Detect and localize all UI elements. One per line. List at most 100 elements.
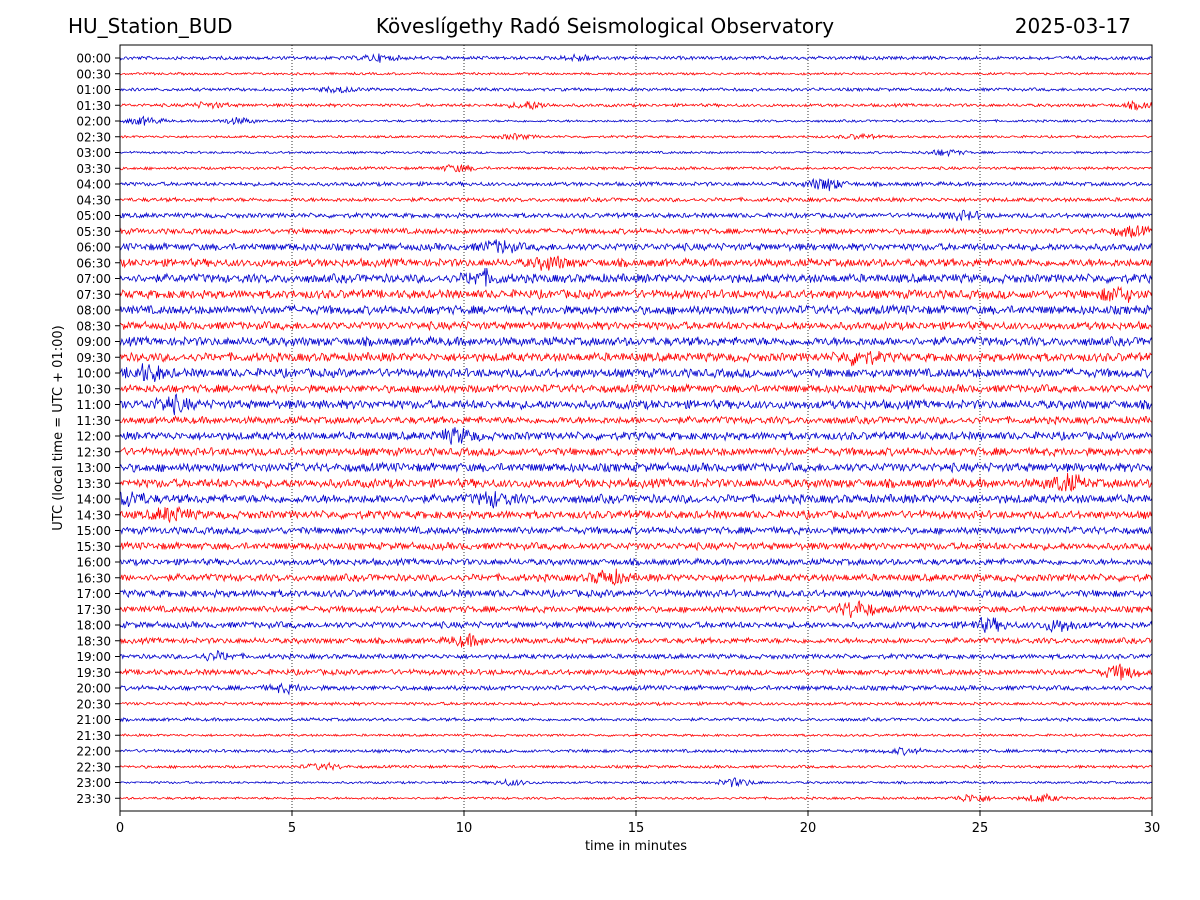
y-tick-label: 03:30 [76, 162, 111, 176]
trace-0830 [119, 320, 1153, 332]
y-tick-label: 18:00 [76, 619, 111, 633]
y-tick-label: 15:00 [76, 524, 111, 538]
y-tick-label: 00:30 [76, 67, 111, 81]
trace-0630 [119, 255, 1153, 271]
trace-2130 [119, 732, 1153, 738]
trace-1800 [119, 616, 1153, 633]
trace-1930 [119, 663, 1153, 681]
y-tick-label: 13:00 [76, 461, 111, 475]
y-tick-label: 10:00 [76, 367, 111, 381]
trace-0800 [119, 303, 1153, 317]
trace-1500 [119, 525, 1153, 536]
y-tick-label: 19:30 [76, 666, 111, 680]
y-tick-label: 23:00 [76, 776, 111, 790]
trace-0600 [119, 239, 1153, 255]
trace-0100 [119, 85, 1153, 94]
x-axis-label: time in minutes [585, 839, 687, 854]
trace-1300 [119, 461, 1153, 474]
x-tick-label: 30 [1144, 821, 1161, 836]
y-tick-label: 05:30 [76, 225, 111, 239]
x-tick-label: 20 [800, 821, 817, 836]
trace-0230 [119, 132, 1153, 141]
trace-2200 [119, 746, 1153, 757]
trace-1400 [119, 491, 1153, 509]
chart-date: 2025-03-17 [1014, 14, 1131, 38]
seismic-traces [119, 53, 1153, 803]
trace-2100 [119, 716, 1153, 723]
trace-0530 [119, 225, 1153, 239]
trace-1730 [119, 600, 1153, 618]
y-tick-label: 08:30 [76, 319, 111, 333]
y-tick-label: 01:00 [76, 83, 111, 97]
trace-1700 [119, 588, 1153, 599]
y-tick-label: 08:00 [76, 304, 111, 318]
trace-1630 [119, 568, 1153, 586]
trace-1000 [119, 363, 1153, 382]
y-tick-label: 22:30 [76, 760, 111, 774]
y-tick-label: 18:30 [76, 634, 111, 648]
trace-2030 [119, 700, 1153, 707]
x-tick-label: 15 [628, 821, 645, 836]
y-tick-label: 10:30 [76, 382, 111, 396]
trace-0500 [119, 209, 1153, 222]
trace-1600 [119, 557, 1153, 567]
vertical-gridlines [291, 45, 981, 811]
trace-0930 [119, 350, 1153, 367]
trace-2330 [119, 792, 1153, 803]
y-tick-label: 12:30 [76, 445, 111, 459]
y-tick-label: 23:30 [76, 792, 111, 806]
y-tick-label: 16:00 [76, 556, 111, 570]
trace-0700 [119, 267, 1153, 287]
y-tick-label: 20:30 [76, 697, 111, 711]
y-tick-label: 21:00 [76, 713, 111, 727]
trace-0400 [119, 177, 1153, 192]
trace-0200 [119, 115, 1153, 126]
trace-0300 [119, 148, 1153, 158]
y-tick-label: 11:00 [76, 398, 111, 412]
x-tick-label: 0 [116, 821, 124, 836]
y-tick-label: 15:30 [76, 540, 111, 554]
x-tick-label: 25 [972, 821, 989, 836]
y-tick-label: 11:30 [76, 414, 111, 428]
x-tick-labels: 0 5 10 15 20 25 30 [116, 811, 1160, 836]
trace-0900 [119, 335, 1153, 348]
y-tick-label: 14:00 [76, 493, 111, 507]
trace-1030 [120, 383, 1153, 395]
trace-1230 [119, 446, 1153, 458]
y-tick-label: 17:30 [76, 603, 111, 617]
y-tick-label: 07:30 [76, 288, 111, 302]
trace-1130 [119, 414, 1153, 426]
x-tick-label: 10 [456, 821, 473, 836]
trace-1330 [119, 472, 1153, 493]
y-tick-label: 07:00 [76, 272, 111, 286]
trace-1530 [119, 540, 1153, 552]
trace-2230 [119, 761, 1153, 772]
trace-1200 [119, 427, 1153, 445]
y-tick-label: 09:30 [76, 351, 111, 365]
trace-1100 [119, 393, 1153, 416]
y-tick-label: 14:30 [76, 508, 111, 522]
y-tick-label: 01:30 [76, 99, 111, 113]
trace-0000 [119, 53, 1153, 63]
y-tick-label: 05:00 [76, 209, 111, 223]
x-tick-label: 5 [288, 821, 296, 836]
y-tick-label: 12:00 [76, 430, 111, 444]
trace-0030 [119, 71, 1153, 76]
station-name: HU_Station_BUD [68, 14, 233, 38]
y-tick-label: 13:30 [76, 477, 111, 491]
trace-2000 [119, 682, 1153, 696]
y-tick-label: 06:30 [76, 256, 111, 270]
y-tick-label: 16:30 [76, 571, 111, 585]
y-tick-label: 02:00 [76, 115, 111, 129]
trace-2300 [119, 777, 1153, 788]
y-tick-label: 09:00 [76, 335, 111, 349]
y-tick-label: 19:00 [76, 650, 111, 664]
y-tick-label: 00:00 [76, 52, 111, 66]
y-tick-label: 04:30 [76, 193, 111, 207]
y-tick-label: 22:00 [76, 745, 111, 759]
y-tick-label: 21:30 [76, 729, 111, 743]
y-axis-label: UTC (local time = UTC + 01:00) [51, 325, 66, 530]
trace-1900 [119, 650, 1153, 662]
